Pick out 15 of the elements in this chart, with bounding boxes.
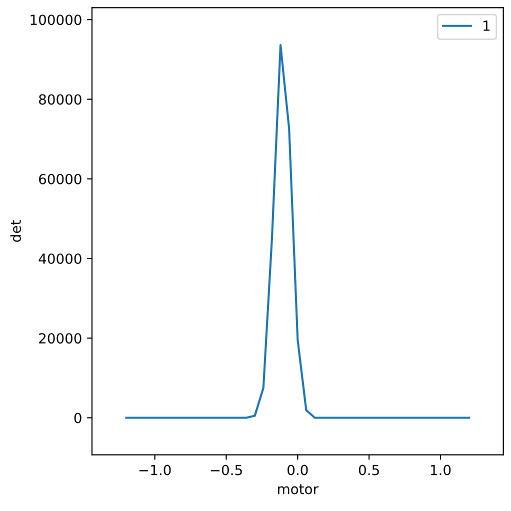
x-tick-label: 0.5 [358, 464, 379, 476]
x-tick-label: −1.0 [139, 464, 171, 476]
y-tick-label: 80000 [39, 94, 82, 105]
y-tick-label: 40000 [38, 253, 82, 264]
y-axis-title: det [10, 220, 21, 242]
x-tick-label: 1.0 [430, 464, 451, 476]
line-series [125, 44, 470, 419]
legend-label: 1 [484, 20, 490, 31]
x-tick-label: 0.0 [288, 464, 308, 476]
y-tick-label: 20000 [39, 333, 82, 344]
y-tick-label: 100000 [30, 14, 82, 26]
x-axis-title: motor [278, 484, 318, 494]
y-tick-label: 60000 [39, 174, 82, 184]
y-tick-label: 0 [74, 412, 82, 424]
x-tick-label: −0.5 [210, 464, 242, 476]
